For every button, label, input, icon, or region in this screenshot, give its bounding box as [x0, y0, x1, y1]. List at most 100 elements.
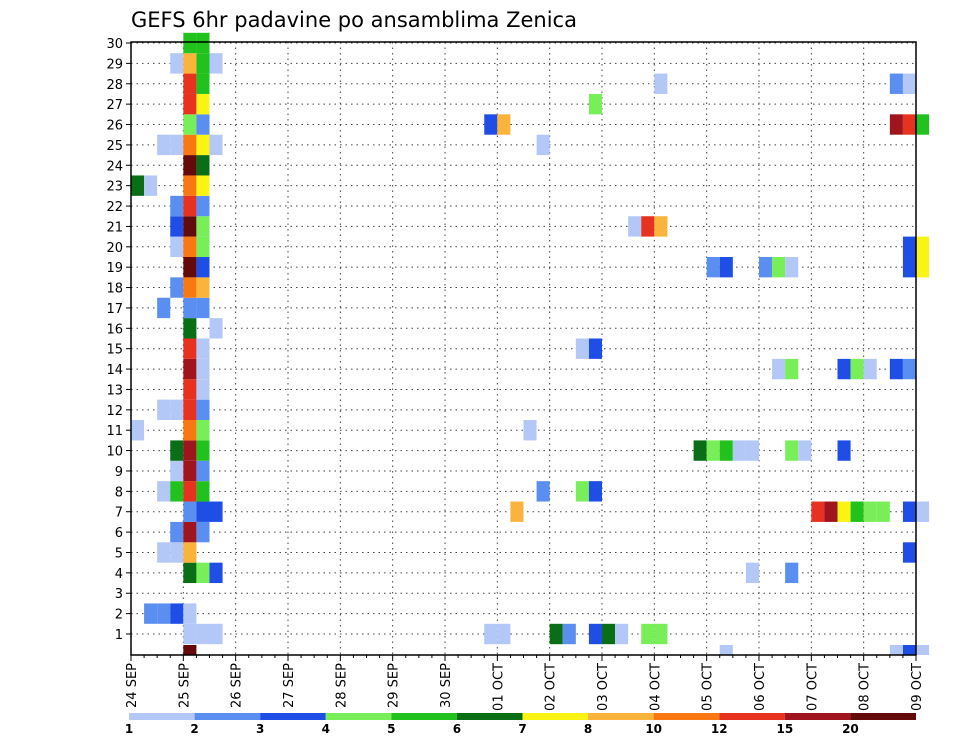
precip-cell: [902, 542, 916, 563]
precip-cell: [902, 501, 916, 522]
precip-cell: [837, 501, 851, 522]
precip-cell: [170, 521, 184, 543]
x-axis: 24 SEP 25 SEP 26 SEP 27 SEP 28 SEP 29 SEP 30 S…: [125, 655, 925, 711]
colorbar-swatch: [391, 713, 457, 720]
x-tick-label: 01 OCT: [491, 663, 506, 711]
colorbar-swatch: [325, 713, 392, 720]
precip-cell: [562, 623, 576, 645]
precip-cell: [183, 379, 197, 400]
precip-cell: [183, 195, 197, 217]
precip-cell: [196, 155, 210, 176]
y-tick-label: 27: [106, 98, 123, 113]
precip-cell: [170, 53, 184, 74]
y-tick-label: 2: [115, 608, 123, 623]
precip-cell: [902, 256, 916, 278]
precip-cell: [889, 358, 903, 380]
precip-cell: [183, 338, 197, 359]
precip-cell: [196, 338, 210, 359]
precip-cell: [170, 216, 184, 237]
precip-cell: [196, 481, 210, 502]
precip-cell: [497, 623, 511, 645]
y-tick-label: 11: [106, 424, 123, 439]
precip-cell: [837, 440, 851, 461]
x-tick-label: 02 OCT: [544, 663, 559, 711]
precip-cell: [772, 256, 786, 278]
y-tick-label: 21: [106, 220, 123, 235]
precip-cell: [209, 53, 223, 74]
precip-cell: [719, 440, 733, 461]
x-tick-label: 24 SEP: [125, 663, 140, 708]
y-tick-label: 15: [106, 343, 123, 358]
colorbar-swatch: [850, 713, 916, 720]
precip-cell: [510, 501, 524, 522]
precip-cell: [131, 175, 145, 196]
precip-cell: [588, 481, 602, 502]
precip-cell: [523, 420, 537, 441]
y-tick-label: 20: [106, 241, 123, 256]
precip-cell: [196, 562, 210, 584]
precip-cell: [196, 501, 210, 522]
precip-cell: [183, 256, 197, 278]
precip-cell: [497, 114, 511, 135]
y-tick-label: 13: [106, 383, 123, 398]
precip-cell: [536, 481, 550, 502]
colorbar-label: 4: [322, 722, 330, 736]
precip-cell: [902, 73, 916, 94]
precip-cell: [889, 114, 903, 135]
precip-cell: [916, 114, 930, 135]
y-tick-label: 25: [106, 139, 123, 154]
precip-cell: [170, 277, 184, 298]
y-tick-label: 29: [106, 57, 123, 72]
precip-cell: [196, 420, 210, 441]
x-tick-label: 09 OCT: [910, 663, 925, 711]
colorbar-label: 2: [190, 722, 198, 736]
precip-cell: [602, 623, 616, 645]
x-tick-label: 04 OCT: [648, 663, 663, 711]
precip-cell: [916, 236, 930, 257]
precip-cell: [196, 114, 210, 135]
precip-cell: [183, 562, 197, 584]
x-tick-label: 25 SEP: [177, 663, 192, 708]
precip-cell: [588, 338, 602, 359]
precip-cell: [889, 73, 903, 94]
precip-cell: [170, 134, 184, 156]
precip-cell: [785, 358, 799, 380]
y-tick-label: 1: [115, 628, 123, 643]
precip-cell: [183, 358, 197, 380]
y-tick-label: 14: [106, 363, 123, 378]
precip-cell: [183, 32, 197, 54]
y-tick-label: 12: [106, 404, 123, 419]
x-tick-label: 08 OCT: [858, 663, 873, 711]
precip-cell: [654, 73, 668, 94]
precip-cell: [183, 277, 197, 298]
precip-cell: [170, 481, 184, 502]
precip-cell: [654, 623, 668, 645]
precip-cell: [183, 53, 197, 74]
colorbar-label: 5: [387, 722, 395, 736]
x-tick-label: 06 OCT: [753, 663, 768, 711]
y-tick-label: 3: [115, 587, 123, 602]
precip-cell: [196, 93, 210, 115]
precip-cell: [902, 645, 916, 655]
y-tick-label: 23: [106, 180, 123, 195]
precip-cell: [183, 440, 197, 461]
precip-cell: [183, 318, 197, 339]
precip-cell: [641, 216, 655, 237]
precip-cell: [732, 440, 746, 461]
precip-cell: [196, 236, 210, 257]
y-tick-label: 4: [115, 567, 123, 582]
precip-cell: [196, 379, 210, 400]
y-axis: 1234567891011121314151617181920212223242…: [106, 37, 131, 643]
precip-cell: [157, 542, 171, 563]
precip-cell: [183, 501, 197, 522]
y-tick-label: 28: [106, 78, 123, 93]
colorbar-label: 12: [711, 722, 728, 736]
precip-cell: [798, 440, 812, 461]
y-tick-label: 10: [106, 445, 123, 460]
colorbar-legend: 1 2 3 4 5 6 7 8 10 12 15 20: [125, 713, 916, 736]
precip-cell: [196, 73, 210, 94]
precip-cell: [183, 114, 197, 135]
x-tick-label: 05 OCT: [701, 663, 716, 711]
precip-cell: [588, 623, 602, 645]
